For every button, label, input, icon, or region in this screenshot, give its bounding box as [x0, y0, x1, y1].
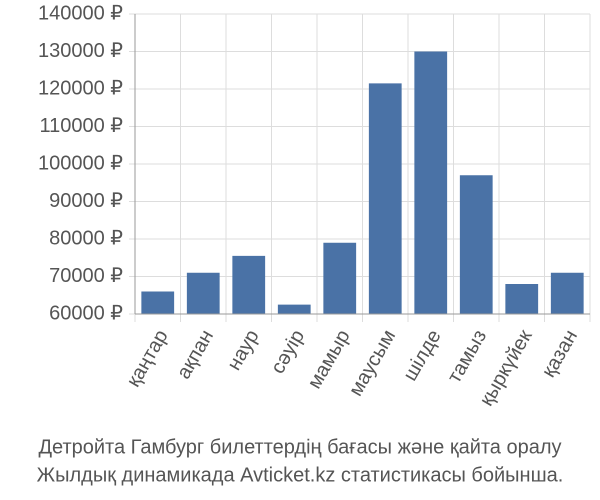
y-tick-label: 80000 ₽ [49, 227, 123, 249]
y-tick-label: 60000 ₽ [49, 302, 123, 324]
y-tick-label: 110000 ₽ [39, 115, 123, 137]
y-tick-label: 70000 ₽ [49, 265, 123, 287]
caption-line: Жылдық динамикада Avticket.kz статистика… [37, 464, 564, 486]
bar [323, 242, 357, 314]
bar [141, 291, 175, 314]
x-tick-label: тамыз [443, 326, 491, 387]
bar [459, 175, 493, 314]
y-tick-label: 90000 ₽ [49, 190, 123, 212]
bar [414, 51, 448, 314]
bar [232, 255, 266, 314]
x-tick-label: қазан [538, 326, 583, 381]
y-tick-label: 140000 ₽ [38, 2, 123, 24]
bar [277, 304, 311, 314]
caption-line: Детройта Гамбург билеттердің бағасы және… [38, 436, 561, 458]
x-tick-label: шілде [399, 326, 446, 385]
y-tick-label: 130000 ₽ [38, 40, 123, 62]
bar [505, 284, 539, 314]
y-tick-label: 100000 ₽ [38, 152, 123, 174]
x-tick-label: сәуір [267, 326, 309, 377]
y-tick-label: 120000 ₽ [38, 77, 123, 99]
bar [368, 83, 402, 314]
x-tick-label: қаңтар [123, 326, 173, 391]
x-tick-label: ақпан [173, 326, 218, 383]
x-tick-label: мамыр [304, 326, 355, 393]
bar [186, 272, 220, 314]
x-tick-label: наур [223, 326, 263, 374]
bar [550, 272, 584, 314]
